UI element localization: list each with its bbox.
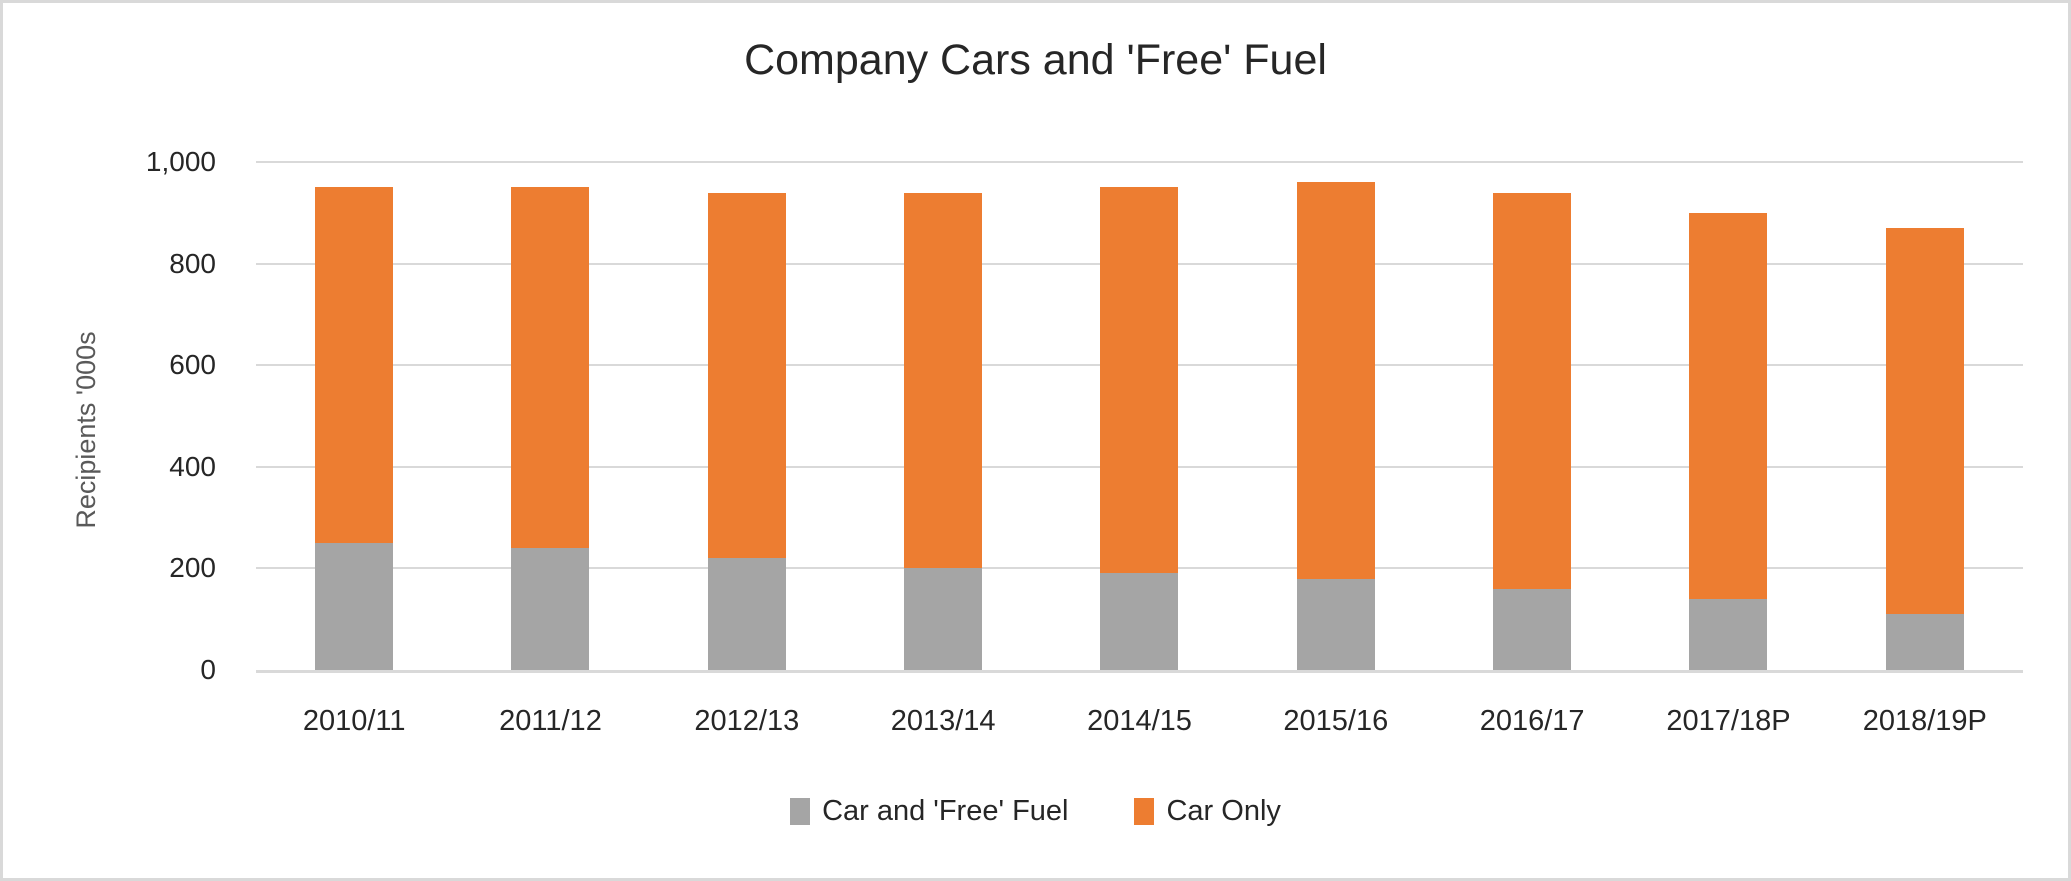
x-tick-label: 2013/14 <box>890 705 996 737</box>
category-slot <box>649 162 845 670</box>
category-slot <box>1630 162 1826 670</box>
legend-label: Car and 'Free' Fuel <box>822 795 1069 827</box>
x-tick-label: 2016/17 <box>1479 705 1585 737</box>
bar-segment <box>315 187 394 543</box>
stacked-bar <box>1493 162 1572 670</box>
y-tick-label: 0 <box>200 654 216 685</box>
y-tick-label: 600 <box>169 349 216 381</box>
bar-segment <box>1493 588 1572 670</box>
x-tick-label: 2017/18P <box>1666 705 1791 737</box>
stacked-bar <box>1296 162 1375 670</box>
stacked-bar <box>707 162 786 670</box>
category-slot <box>1827 162 2023 670</box>
bar-segment <box>1296 578 1375 670</box>
bar-segment <box>707 558 786 670</box>
stacked-bar <box>511 162 590 670</box>
stacked-bar <box>1689 162 1768 670</box>
y-axis-tick-labels: 0 200 400 600 800 1,000 <box>3 148 216 684</box>
category-slot <box>452 162 648 670</box>
bar-segment <box>1100 187 1179 574</box>
x-tick-label: 2018/19P <box>1862 705 1987 737</box>
legend-swatch-icon <box>790 798 811 825</box>
y-tick-label: 400 <box>169 450 216 482</box>
bar-segment <box>904 192 983 569</box>
stacked-bar <box>904 162 983 670</box>
plot-area <box>256 161 2023 673</box>
bar-segment <box>1493 192 1572 589</box>
stacked-bar <box>315 162 394 670</box>
bar-slots <box>256 162 2023 670</box>
stacked-bar <box>1885 162 1964 670</box>
bar-segment <box>511 548 590 670</box>
x-tick-label: 2015/16 <box>1283 705 1389 737</box>
bar-segment <box>315 543 394 670</box>
category-slot <box>1041 162 1237 670</box>
legend-label: Car Only <box>1166 795 1281 827</box>
x-tick-label: 2011/12 <box>499 705 602 737</box>
gridline <box>256 161 2023 163</box>
y-tick-label: 1,000 <box>145 146 216 177</box>
x-tick-label: 2010/11 <box>302 705 406 737</box>
x-axis-labels: 2010/11 2011/12 2012/13 2013/14 2014/15 2015/… <box>256 705 2023 738</box>
x-tick-label: 2014/15 <box>1087 705 1192 737</box>
category-slot <box>845 162 1041 670</box>
bar-segment <box>707 192 786 559</box>
legend: Car and 'Free' Fuel Car Only <box>3 795 2068 828</box>
chart-title: Company Cars and 'Free' Fuel <box>744 36 1327 84</box>
bar-segment <box>1885 228 1964 615</box>
bar-segment <box>1100 573 1179 670</box>
bar-segment <box>511 187 590 549</box>
bar-segment <box>1689 598 1768 670</box>
legend-swatch-icon <box>1134 798 1155 825</box>
bar-segment <box>1885 614 1964 670</box>
bar-segment <box>1689 212 1768 599</box>
stacked-bar <box>1100 162 1179 670</box>
y-tick-label: 800 <box>169 247 216 279</box>
x-tick-label: 2012/13 <box>694 705 800 737</box>
bar-segment <box>904 568 983 670</box>
y-tick-label: 200 <box>169 552 216 584</box>
bar-segment <box>1296 182 1375 579</box>
category-slot <box>1434 162 1630 670</box>
legend-entry: Car and 'Free' Fuel <box>790 795 1068 828</box>
category-slot <box>1238 162 1434 670</box>
category-slot <box>256 162 452 670</box>
legend-entry: Car Only <box>1134 795 1281 828</box>
